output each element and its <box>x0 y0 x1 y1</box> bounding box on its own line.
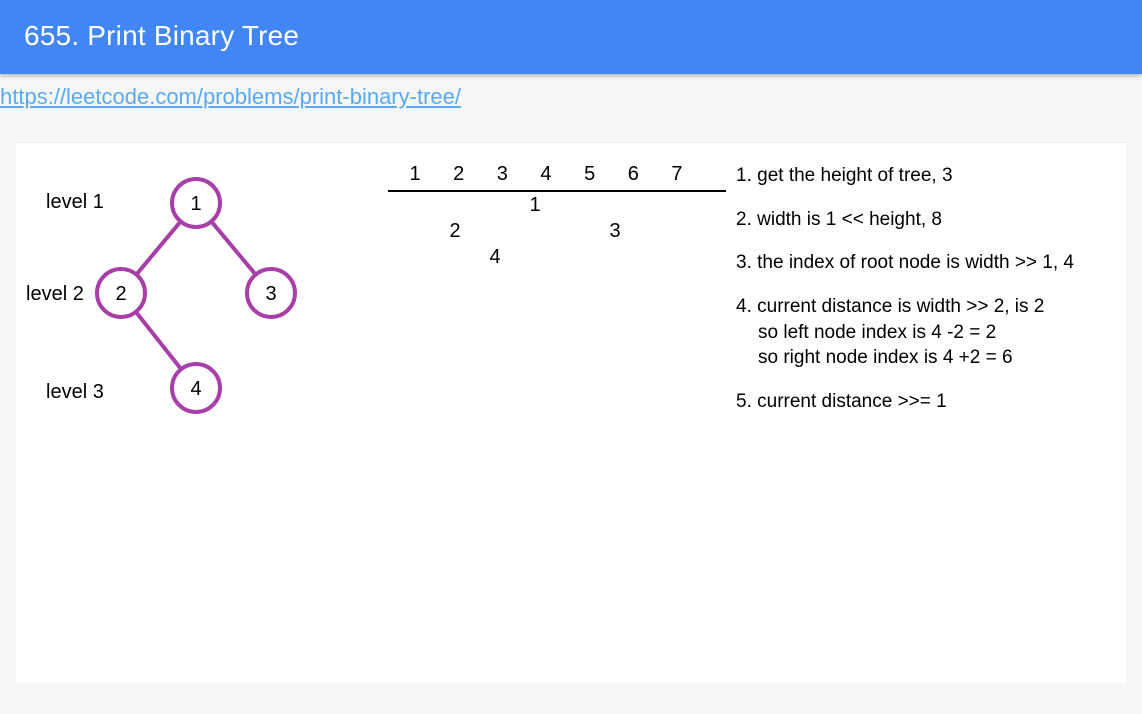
source-link[interactable]: https://leetcode.com/problems/print-bina… <box>0 84 461 109</box>
table-cell <box>562 194 588 220</box>
tree-node-label: 1 <box>190 193 201 215</box>
table-cell: 1 <box>522 194 548 220</box>
step-item: 5. current distance >>= 1 <box>736 389 1142 415</box>
table-row: 23 <box>396 220 696 246</box>
tree-node-label: 3 <box>265 283 276 305</box>
step-line: 5. current distance >>= 1 <box>736 389 1142 415</box>
table-col-header: 3 <box>489 163 515 186</box>
tree-level-label: level 3 <box>46 381 104 404</box>
tree-diagram: 1 2 3 4 level 1 level 2 level 3 <box>16 153 336 473</box>
table-row: 1 <box>396 194 696 220</box>
table-col-header: 6 <box>620 163 646 186</box>
table-cell <box>402 220 428 246</box>
table-cell <box>482 220 508 246</box>
tree-level-label: level 2 <box>26 283 84 306</box>
step-line: 3. the index of root node is width >> 1,… <box>736 250 1142 276</box>
table-cell: 3 <box>602 220 628 246</box>
table-cell <box>522 220 548 246</box>
table-body: 1234 <box>396 194 696 272</box>
table-cell <box>442 246 468 272</box>
table-cell <box>642 246 668 272</box>
content-panel: 1234 level 1level 2level 3 1234567 1234 … <box>16 142 1126 683</box>
step-item: 4. current distance is width >> 2, is 2s… <box>736 294 1142 371</box>
tree-node-label: 2 <box>115 283 126 305</box>
table-row: 4 <box>396 246 696 272</box>
step-subline: so right node index is 4 +2 = 6 <box>736 345 1142 371</box>
page-header: 655. Print Binary Tree <box>0 0 1142 74</box>
table-col-header: 2 <box>446 163 472 186</box>
step-item: 1. get the height of tree, 3 <box>736 163 1142 189</box>
page-title: 655. Print Binary Tree <box>24 20 299 51</box>
table-col-header: 1 <box>402 163 428 186</box>
table-cell <box>402 246 428 272</box>
table-cell <box>522 246 548 272</box>
tree-node-label: 4 <box>190 378 201 400</box>
steps-list: 1. get the height of tree, 3 2. width is … <box>736 163 1142 432</box>
step-line: 4. current distance is width >> 2, is 2 <box>736 294 1142 320</box>
step-line: 2. width is 1 << height, 8 <box>736 207 1142 233</box>
table-cell <box>562 220 588 246</box>
tree-edge <box>136 312 181 369</box>
table-cell <box>442 194 468 220</box>
table-cell <box>602 194 628 220</box>
table-cell: 2 <box>442 220 468 246</box>
table-cell <box>642 220 668 246</box>
step-line: 1. get the height of tree, 3 <box>736 163 1142 189</box>
tree-edge <box>136 221 180 274</box>
table-cell <box>402 194 428 220</box>
step-item: 3. the index of root node is width >> 1,… <box>736 250 1142 276</box>
table-col-header: 4 <box>533 163 559 186</box>
step-subline: so left node index is 4 -2 = 2 <box>736 320 1142 346</box>
table-cell <box>482 194 508 220</box>
tree-edge <box>211 221 255 274</box>
step-item: 2. width is 1 << height, 8 <box>736 207 1142 233</box>
table-col-header: 7 <box>664 163 690 186</box>
tree-level-label: level 1 <box>46 191 104 214</box>
table-cell <box>642 194 668 220</box>
source-link-row: https://leetcode.com/problems/print-bina… <box>0 74 1142 122</box>
table-cell: 4 <box>482 246 508 272</box>
table-cell <box>602 246 628 272</box>
table-col-header: 5 <box>577 163 603 186</box>
table-header-row: 1234567 <box>396 163 696 188</box>
table-divider <box>388 190 726 192</box>
index-table: 1234567 1234 <box>396 163 696 272</box>
table-cell <box>562 246 588 272</box>
